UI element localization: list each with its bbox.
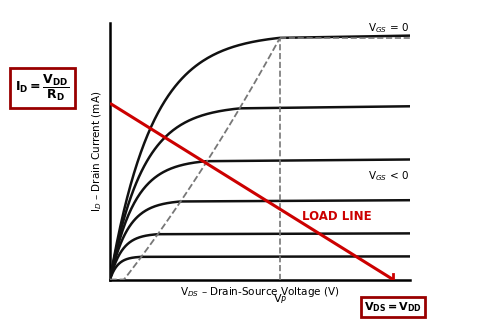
Text: $\mathbf{V_{DS} = V_{DD}}$: $\mathbf{V_{DS} = V_{DD}}$ [364, 300, 422, 314]
Text: V$_{GS}$ = 0: V$_{GS}$ = 0 [368, 21, 408, 35]
Y-axis label: I$_D$ – Drain Current (mA): I$_D$ – Drain Current (mA) [91, 90, 104, 212]
Text: LOAD LINE: LOAD LINE [302, 210, 372, 223]
Text: $\mathbf{I_D = \dfrac{V_{DD}}{R_D}}$: $\mathbf{I_D = \dfrac{V_{DD}}{R_D}}$ [16, 73, 70, 103]
X-axis label: V$_{DS}$ – Drain-Source Voltage (V): V$_{DS}$ – Drain-Source Voltage (V) [180, 285, 340, 299]
Text: V$_P$: V$_P$ [272, 292, 287, 306]
Text: V$_{GS}$ < 0: V$_{GS}$ < 0 [368, 169, 408, 183]
